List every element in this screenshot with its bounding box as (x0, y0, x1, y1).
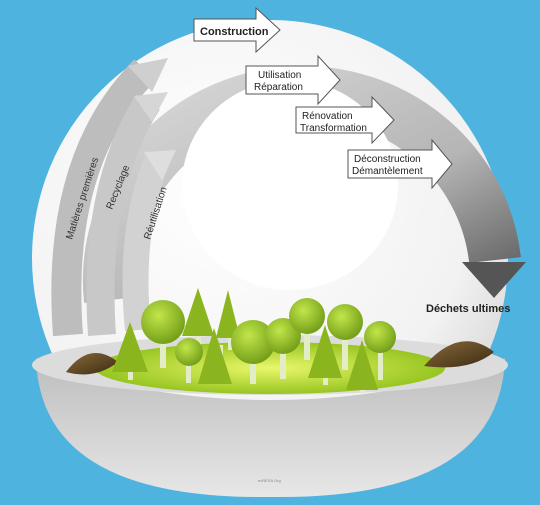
loop-matieres (51, 59, 156, 337)
svg-text:Utilisation: Utilisation (258, 70, 301, 81)
svg-text:Construction: Construction (200, 26, 269, 38)
dirt-left (66, 353, 118, 375)
loop-reutilisation-head (144, 150, 176, 180)
svg-text:Rénovation: Rénovation (302, 111, 353, 122)
stage-construction: Construction (193, 6, 281, 54)
loop-matieres-head (128, 58, 168, 92)
sphere-bowl (36, 358, 505, 498)
svg-text:Réparation: Réparation (254, 82, 303, 93)
footer-credit: ecRESA Org (258, 478, 281, 483)
loop-reutilisation (122, 153, 171, 332)
svg-text:Démantèlement: Démantèlement (352, 166, 423, 177)
stage-utilisation: Utilisation Réparation (245, 54, 341, 106)
svg-text:Déconstruction: Déconstruction (354, 154, 421, 165)
stage-deconstruction: Déconstruction Démantèlement (347, 138, 453, 190)
loop-recyclage (86, 94, 160, 336)
stage-renovation: Rénovation Transformation (295, 95, 395, 145)
ring-arrow-head (462, 262, 526, 298)
dirt-right (424, 341, 494, 368)
forest (112, 288, 396, 392)
svg-text:Transformation: Transformation (300, 123, 367, 134)
label-dechets: Déchets ultimes (426, 303, 510, 315)
loop-recyclage-head (134, 92, 168, 122)
